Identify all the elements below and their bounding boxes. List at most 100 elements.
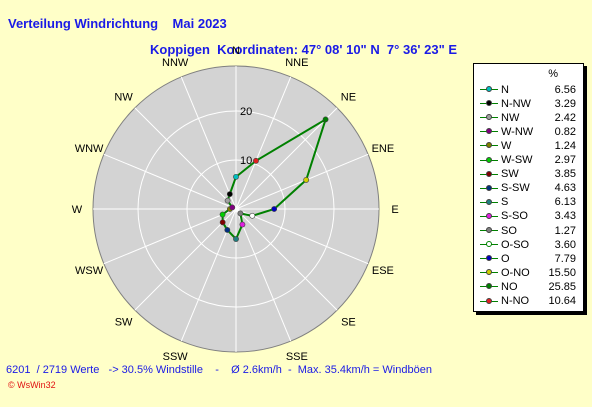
legend-item: NW 2.42	[480, 111, 578, 124]
direction-label-ne: NE	[341, 92, 356, 104]
legend-item: N-NO 10.64	[480, 295, 578, 308]
legend-value: 3.29	[554, 97, 576, 110]
spoke-sse	[235, 208, 292, 342]
direction-label-nnw: NNW	[162, 57, 189, 69]
legend-value: 25.85	[548, 280, 576, 293]
legend-value: 6.13	[554, 196, 576, 209]
legend-value: 4.63	[554, 182, 576, 195]
legend-label: W-SW	[501, 154, 533, 166]
legend-value: 1.27	[554, 224, 576, 237]
legend-label: S-SW	[501, 182, 530, 195]
spoke-nw	[134, 107, 237, 210]
legend-label: O-NO	[501, 266, 530, 279]
radial-tick-label: 20	[240, 106, 252, 118]
legend-label: NW	[501, 111, 520, 124]
data-point-wnw	[229, 204, 236, 211]
data-point-nne	[253, 157, 259, 164]
data-point-nw	[224, 197, 231, 204]
legend-item: SO 1.27	[480, 224, 578, 237]
legend-swatch	[480, 295, 498, 308]
legend-swatch	[480, 182, 498, 195]
legend-header: %	[548, 68, 558, 80]
legend-label: SW	[501, 168, 519, 181]
direction-label-sse: SSE	[286, 351, 308, 362]
legend-item: S-SW 4.63	[480, 182, 578, 195]
legend-swatch	[480, 168, 498, 181]
direction-label-se: SE	[341, 316, 356, 328]
legend-item: O-NO 15.50	[480, 266, 578, 279]
chart-title: Verteilung Windrichtung Mai 2023	[8, 16, 227, 31]
spoke-ne	[235, 107, 338, 210]
legend-swatch	[480, 210, 498, 223]
legend-label: NO	[501, 280, 518, 293]
legend-item: N 6.56	[480, 83, 578, 96]
spoke-nnw	[180, 76, 237, 210]
legend-label: N-NO	[501, 295, 530, 307]
data-point-nnw	[226, 191, 233, 198]
spoke-wsw	[103, 208, 237, 265]
direction-label-nne: NNE	[285, 57, 308, 69]
direction-label-w: W	[72, 204, 83, 216]
spoke-wnw	[103, 153, 237, 210]
legend-label: O-SO	[501, 238, 530, 251]
legend-swatch	[480, 196, 498, 209]
spoke-ene	[235, 153, 369, 210]
legend-item: NO 25.85	[480, 280, 578, 293]
legend-item: W 1.24	[480, 139, 578, 152]
direction-label-e: E	[391, 204, 398, 216]
legend-label: SO	[501, 224, 517, 237]
data-point-n	[233, 173, 239, 180]
legend-item: O-SO 3.60	[480, 238, 578, 251]
legend-swatch	[480, 83, 498, 96]
legend-swatch	[480, 266, 498, 279]
legend-swatch	[480, 252, 498, 265]
legend-item: SW 3.85	[480, 168, 578, 181]
legend-swatch	[480, 97, 498, 110]
radial-tick-label: 10	[240, 155, 252, 167]
wind-rose-chart: 1020NNNENEENEEESESESSESSSWSWWSWWWNWNWNNW	[72, 45, 399, 362]
legend-item: N-NW 3.29	[480, 97, 578, 110]
spoke-nne	[235, 76, 292, 210]
direction-label-ssw: SSW	[163, 351, 189, 362]
legend-label: S	[501, 196, 509, 209]
legend-swatch	[480, 224, 498, 237]
legend-value: 2.42	[554, 111, 576, 124]
direction-label-wnw: WNW	[75, 143, 104, 155]
legend-label: W-NW	[501, 125, 534, 138]
legend-swatch	[480, 125, 498, 138]
legend-value: 2.97	[554, 154, 576, 166]
data-point-ssw	[224, 227, 231, 233]
wswin-logo: © WsWin32	[8, 380, 56, 390]
legend-item: S 6.13	[480, 196, 578, 209]
legend-swatch	[480, 154, 498, 167]
direction-label-ese: ESE	[372, 265, 394, 277]
legend-label: O	[501, 252, 510, 265]
legend-item: W-NW 0.82	[480, 125, 578, 138]
data-point-wsw	[219, 211, 226, 218]
legend-value: 6.56	[554, 83, 576, 96]
direction-label-ene: ENE	[372, 143, 395, 155]
legend-item: S-SO 3.43	[480, 210, 578, 223]
legend-label: N	[501, 83, 509, 96]
data-point-ese	[249, 212, 256, 219]
data-point-sw	[219, 219, 226, 226]
legend-value: 3.60	[554, 238, 576, 251]
legend-value: 3.43	[554, 210, 576, 223]
data-point-s	[233, 236, 239, 242]
direction-label-sw: SW	[115, 316, 133, 328]
data-point-ene	[303, 177, 310, 183]
chart-subtitle: Koppigen Koordinaten: 47° 08' 10" N 7° 3…	[150, 42, 458, 57]
legend-value: 1.24	[554, 139, 576, 152]
spoke-ese	[235, 208, 369, 265]
legend-value: 10.64	[548, 295, 576, 307]
legend-swatch	[480, 139, 498, 152]
direction-label-n: N	[232, 45, 240, 57]
legend-item: O 7.79	[480, 252, 578, 265]
legend-swatch	[480, 111, 498, 124]
direction-label-nw: NW	[114, 92, 133, 104]
legend: % N 6.56 N-NW 3.29 NW 2.42 W-NW 0.82 W 1.24 W-SW 2.…	[473, 63, 584, 312]
legend-value: 3.85	[554, 168, 576, 181]
legend-swatch	[480, 238, 498, 251]
data-point-ne	[322, 116, 329, 123]
spoke-sw	[134, 208, 237, 311]
